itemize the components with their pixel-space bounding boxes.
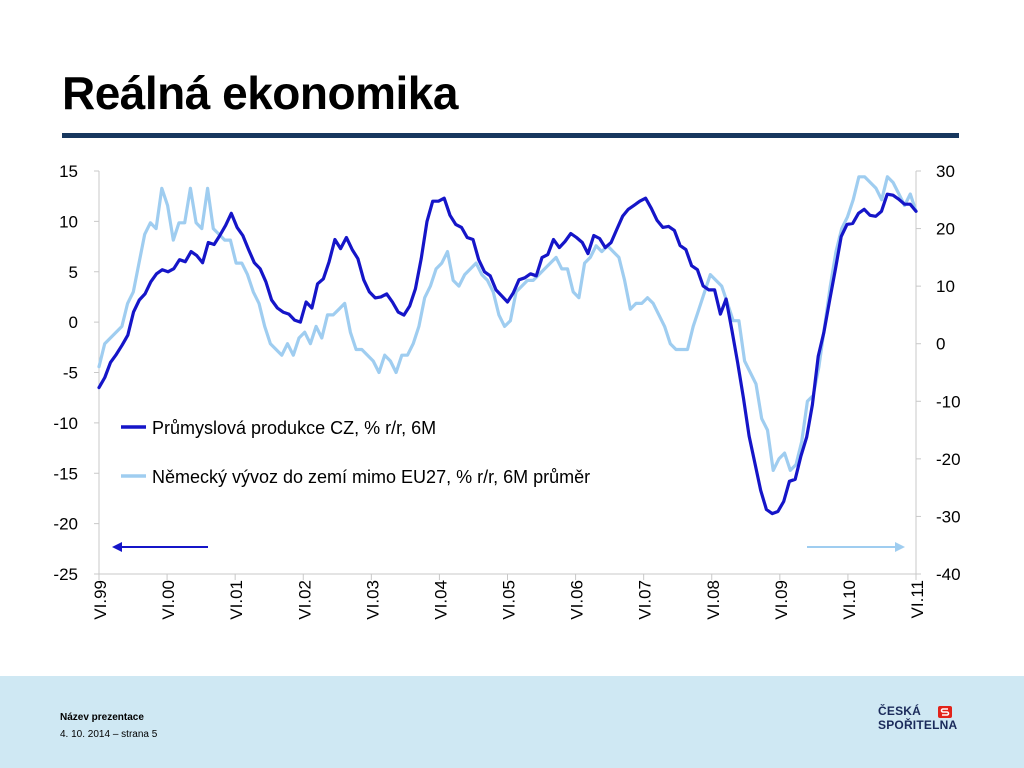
y-right-tick-label: -10 (936, 392, 961, 411)
left-axis-arrow-head (112, 542, 122, 552)
right-axis-arrow-head (895, 542, 905, 552)
x-tick-label: VI.09 (772, 580, 791, 620)
footer-date-page: 4. 10. 2014 – strana 5 (60, 729, 158, 740)
y-left-tick-label: 15 (59, 162, 78, 181)
y-right-tick-label: 30 (936, 162, 955, 181)
legend-label-1: Průmyslová produkce CZ, % r/r, 6M (152, 418, 436, 438)
y-left-tick-label: -5 (63, 364, 78, 383)
legend-label-2: Německý vývoz do zemí mimo EU27, % r/r, … (152, 467, 590, 487)
y-left-tick-label: -10 (53, 414, 78, 433)
x-tick-label: VI.99 (91, 580, 110, 620)
ceska-sporitelna-logo: ČESKÁ SPOŘITELNA (878, 704, 968, 744)
y-left-tick-label: -25 (53, 565, 78, 584)
footer-presentation-name: Název prezentace (60, 712, 144, 723)
title-rule (62, 133, 959, 138)
y-left-tick-label: 5 (69, 263, 78, 282)
y-right-tick-label: 20 (936, 220, 955, 239)
legend-background (112, 406, 742, 496)
logo-line-2: SPOŘITELNA (878, 718, 958, 732)
x-tick-label: VI.01 (227, 580, 246, 620)
y-right-tick-label: 10 (936, 277, 955, 296)
logo-s-icon (938, 706, 952, 718)
y-left-tick-label: 10 (59, 212, 78, 231)
y-right-tick-label: 0 (936, 335, 945, 354)
x-tick-label: VI.06 (568, 580, 587, 620)
y-right-tick-label: -40 (936, 565, 961, 584)
y-left-tick-label: -15 (53, 464, 78, 483)
series-line-2 (97, 175, 918, 472)
slide-title: Reálná ekonomika (62, 67, 458, 119)
y-left-tick-label: -20 (53, 515, 78, 534)
x-tick-label: VI.02 (295, 580, 314, 620)
x-tick-label: VI.08 (704, 580, 723, 620)
x-tick-label: VI.04 (431, 580, 450, 620)
x-tick-label: VI.00 (159, 580, 178, 620)
footer-bar: Název prezentace 4. 10. 2014 – strana 5 … (0, 676, 1024, 768)
x-tick-label: VI.10 (840, 580, 859, 620)
series-line-1 (97, 192, 918, 516)
y-right-tick-label: -20 (936, 450, 961, 469)
x-tick-label: VI.11 (908, 580, 927, 618)
x-tick-label: VI.03 (363, 580, 382, 620)
x-tick-label: VI.05 (500, 580, 519, 620)
logo-line-1: ČESKÁ (878, 704, 922, 718)
y-left-tick-label: 0 (69, 313, 78, 332)
y-right-tick-label: -30 (936, 507, 961, 526)
chart-legend: Průmyslová produkce CZ, % r/r, 6M Německý… (112, 406, 742, 496)
x-tick-label: VI.07 (636, 580, 655, 620)
line-chart: 15 10 5 0 -5 -10 -15 -20 -25 30 20 10 0 -10 -20 -30 -40 V… (53, 162, 961, 620)
